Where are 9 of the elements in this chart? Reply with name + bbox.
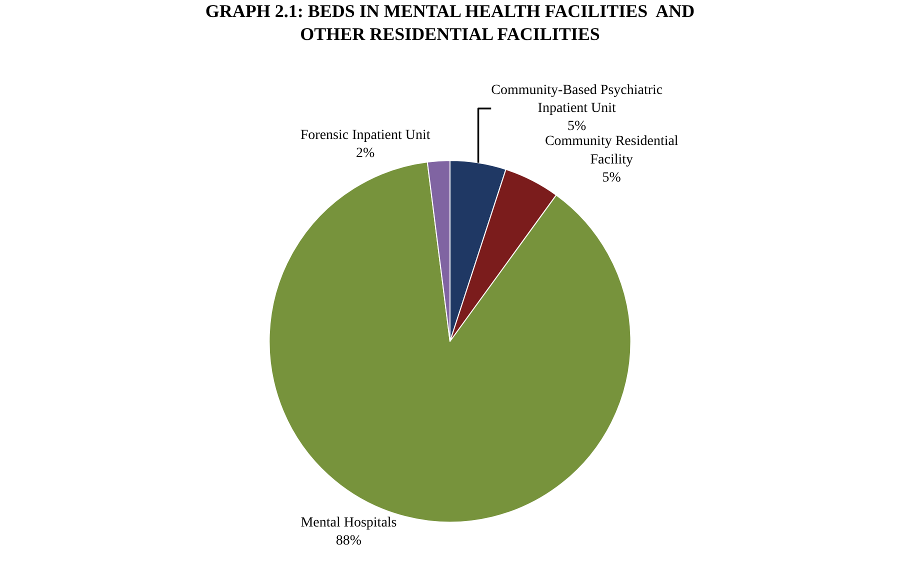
data-label: 88% [336, 534, 362, 549]
slice-label: Community-Based Psychiatric Inpatient Unit [491, 82, 663, 116]
slice-label: Forensic Inpatient Unit [300, 128, 430, 143]
slice-label: Mental Hospitals [300, 515, 397, 530]
data-label: 2% [356, 146, 375, 161]
slice-label: Community Residential Facility [544, 134, 678, 168]
data-label: 5% [568, 119, 587, 134]
chart-title: GRAPH 2.1: BEDS IN MENTAL HEALTH FACILITIES AND OTHER RESIDENTIAL FACILITIES [205, 0, 695, 44]
data-label: 5% [602, 170, 622, 186]
